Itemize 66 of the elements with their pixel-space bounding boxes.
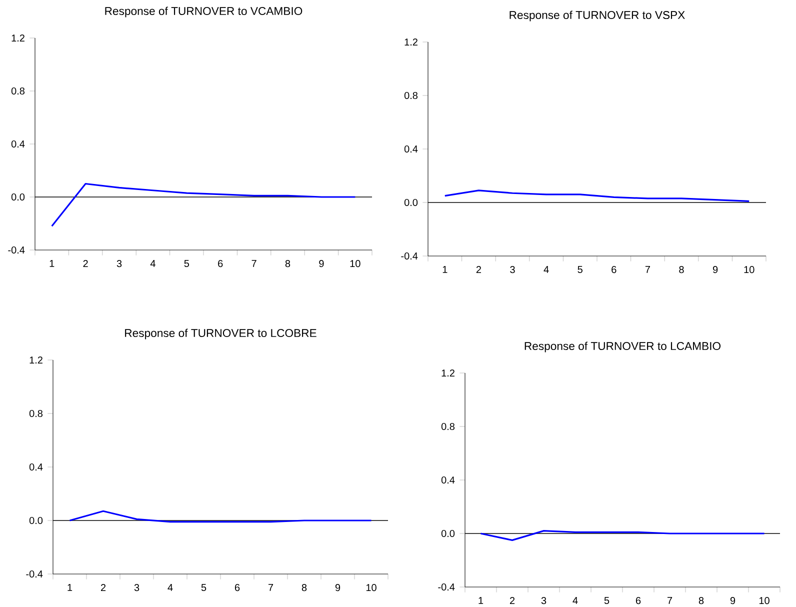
y-tick-label: 0.4 [11,140,25,148]
x-tick-label: 8 [679,266,684,274]
x-tick-label: 6 [218,260,223,268]
x-tick-label: 2 [100,584,106,592]
x-tick-label: 2 [510,597,515,604]
y-tick-label: -0.4 [438,583,455,591]
x-tick-label: 9 [335,584,340,592]
y-tick-label: -0.4 [401,252,418,260]
x-tick-label: 10 [759,597,770,604]
x-tick-label: 8 [285,260,290,268]
x-tick-label: 1 [68,584,72,591]
x-tick-label: 6 [612,266,616,274]
x-tick-label: 9 [319,260,324,268]
x-tick-label: 10 [744,266,754,274]
x-tick-label: 1 [478,597,484,604]
y-tick-label: 0.4 [29,463,43,471]
y-tick-label: 1.2 [30,356,42,364]
line-series [51,182,356,227]
x-tick-label: 2 [476,266,481,274]
x-tick-label: 4 [150,260,156,267]
x-tick-label: 5 [604,597,610,604]
y-tick-label: -0.4 [26,570,43,578]
x-tick-label: 4 [168,584,173,591]
chart-title: Response of TURNOVER to LCAMBIO [524,342,721,352]
x-tick-label: 2 [83,260,88,268]
x-tick-label: 9 [712,266,718,274]
x-tick-label: 6 [636,597,641,604]
chart-title: Response of TURNOVER to VCAMBIO [105,6,302,18]
x-tick-label: 1 [442,266,448,273]
chart-title: Response of TURNOVER to VSPX [510,10,685,22]
x-tick-label: 7 [252,260,256,267]
y-tick-label: 0.4 [441,476,455,484]
x-tick-label: 5 [201,584,206,592]
y-tick-label: 0.8 [29,410,43,418]
x-tick-label: 7 [668,597,672,604]
y-tick-label: 0.0 [11,193,25,201]
y-tick-label: 0.0 [441,530,455,538]
x-tick-label: 4 [544,266,549,273]
y-tick-label: 0.0 [404,198,418,206]
x-tick-label: 3 [116,260,122,268]
y-tick-label: 1.2 [12,34,24,42]
x-tick-label: 10 [350,260,360,268]
y-tick-label: -0.4 [8,246,25,254]
y-tick-label: 0.8 [11,87,25,95]
x-tick-label: 8 [302,584,307,592]
x-tick-label: 4 [572,597,578,604]
x-tick-label: 5 [184,260,190,268]
x-tick-label: 9 [730,597,736,604]
y-tick-label: 0.0 [29,516,43,524]
x-tick-label: 7 [268,584,274,591]
x-tick-label: 3 [134,584,140,592]
x-tick-label: 6 [234,584,240,592]
x-tick-label: 3 [541,597,546,604]
y-tick-label: 1.2 [404,38,418,46]
y-tick-label: 0.8 [441,422,455,430]
x-tick-label: 10 [366,584,376,592]
y-tick-label: 0.4 [404,145,418,153]
x-tick-label: 1 [50,260,54,267]
chart-title: Response of TURNOVER to LCOBRE [125,328,316,340]
line-series [444,190,750,202]
x-tick-label: 5 [578,266,582,274]
y-tick-label: 0.8 [404,92,418,100]
x-tick-label: 3 [510,266,515,274]
x-tick-label: 8 [698,597,704,604]
x-tick-label: 7 [645,266,650,273]
y-tick-label: 1.2 [442,370,454,376]
